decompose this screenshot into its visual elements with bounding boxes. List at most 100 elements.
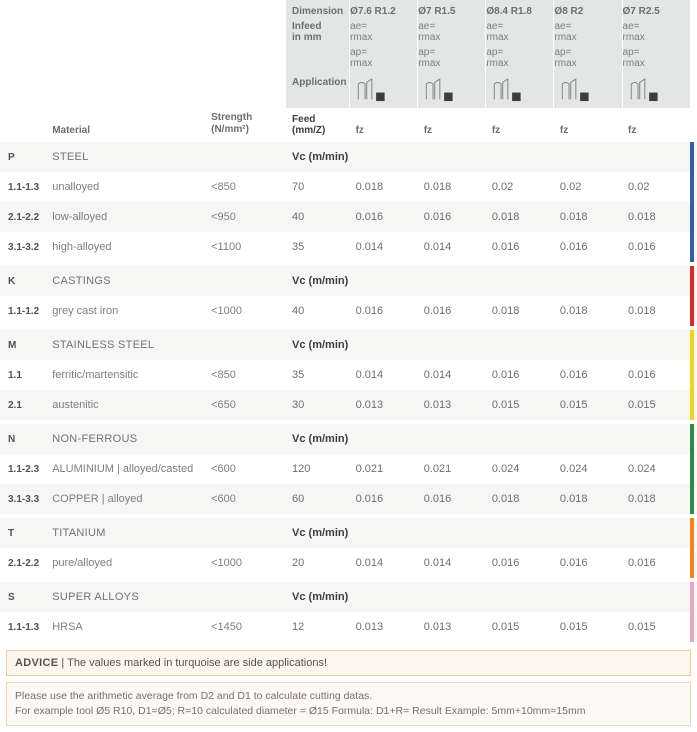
row-fz-3: 0.015 (554, 390, 622, 420)
advice-sep: | (58, 657, 67, 669)
row-fz-1: 0.021 (418, 454, 486, 484)
row-fz-1: 0.014 (418, 360, 486, 390)
row-strength: <950 (211, 202, 286, 232)
row-fz-0: 0.014 (350, 548, 418, 578)
row-material: pure/alloyed (52, 548, 211, 578)
row-vc: 20 (286, 548, 350, 578)
row-code: 1.1 (0, 360, 52, 390)
dimension-col-4: Ø7 R2.5 (622, 0, 690, 21)
row-code: 3.1-3.3 (0, 484, 52, 514)
row-code: 1.1-2.3 (0, 454, 52, 484)
vc-label: Vc (m/min) (286, 142, 350, 172)
footnote-line2: For example tool Ø5 R10, D1=Ø5; R=10 cal… (15, 705, 585, 717)
row-strength: <1000 (211, 296, 286, 326)
row-fz-2: 0.016 (486, 232, 554, 262)
row-strength: <850 (211, 360, 286, 390)
application-label: Application (286, 73, 350, 108)
application-icon (354, 77, 388, 103)
row-fz-0: 0.016 (350, 484, 418, 514)
fz-header-4: fz (622, 112, 690, 142)
row-material: ferritic/martensitic (52, 360, 211, 390)
row-code: 1.1-1.2 (0, 296, 52, 326)
data-row: 1.1-1.3HRSA<1450120.0130.0130.0150.0150.… (0, 612, 697, 642)
group-row-M: MSTAINLESS STEELVc (m/min) (0, 330, 697, 360)
row-fz-2: 0.015 (486, 390, 554, 420)
feed-header: Feed (mm/Z) (286, 112, 350, 142)
row-fz-2: 0.016 (486, 548, 554, 578)
infeed-label: Infeedin mm (286, 21, 350, 73)
advice-text: The values marked in turquoise are side … (67, 657, 327, 669)
ae-0: ae=rmax (350, 21, 418, 43)
row-fz-1: 0.016 (418, 296, 486, 326)
row-fz-3: 0.016 (554, 232, 622, 262)
data-row: 1.1-2.3ALUMINIUM | alloyed/casted<600120… (0, 454, 697, 484)
row-material: COPPER | alloyed (52, 484, 211, 514)
row-vc: 35 (286, 232, 350, 262)
cutting-data-sheet: DimensionØ7.6 R1.2Ø7 R1.5Ø8.4 R1.8Ø8 R2Ø… (0, 0, 697, 726)
row-fz-4: 0.02 (622, 172, 690, 202)
app-icon-2 (486, 73, 554, 108)
ae-3: ae=rmax (554, 21, 622, 43)
group-name: STAINLESS STEEL (52, 330, 211, 360)
row-fz-2: 0.018 (486, 202, 554, 232)
app-icon-1 (418, 73, 486, 108)
group-code: S (0, 582, 52, 612)
row-strength: <1100 (211, 232, 286, 262)
row-fz-0: 0.016 (350, 296, 418, 326)
row-fz-3: 0.024 (554, 454, 622, 484)
group-edge-P (690, 142, 697, 262)
row-strength: <1000 (211, 548, 286, 578)
group-code: K (0, 266, 52, 296)
row-code: 2.1 (0, 390, 52, 420)
app-icon-4 (622, 73, 690, 108)
group-edge-S (690, 582, 697, 642)
row-fz-3: 0.016 (554, 548, 622, 578)
row-fz-3: 0.016 (554, 360, 622, 390)
dimension-col-1: Ø7 R1.5 (418, 0, 486, 21)
row-material: low-alloyed (52, 202, 211, 232)
row-fz-4: 0.024 (622, 454, 690, 484)
row-fz-0: 0.021 (350, 454, 418, 484)
row-fz-3: 0.02 (554, 172, 622, 202)
row-material: HRSA (52, 612, 211, 642)
data-table: DimensionØ7.6 R1.2Ø7 R1.5Ø8.4 R1.8Ø8 R2Ø… (0, 0, 697, 646)
app-icon-0 (350, 73, 418, 108)
row-fz-0: 0.014 (350, 232, 418, 262)
group-edge-K (690, 266, 697, 326)
row-code: 1.1-1.3 (0, 172, 52, 202)
data-row: 2.1-2.2low-alloyed<950400.0160.0160.0180… (0, 202, 697, 232)
group-edge-M (690, 330, 697, 420)
row-fz-4: 0.018 (622, 202, 690, 232)
row-fz-4: 0.016 (622, 548, 690, 578)
row-material: grey cast iron (52, 296, 211, 326)
row-vc: 30 (286, 390, 350, 420)
row-fz-0: 0.013 (350, 390, 418, 420)
row-fz-1: 0.014 (418, 548, 486, 578)
row-strength: <850 (211, 172, 286, 202)
row-vc: 40 (286, 202, 350, 232)
group-code: N (0, 424, 52, 454)
group-row-P: PSTEELVc (m/min) (0, 142, 697, 172)
row-fz-2: 0.015 (486, 612, 554, 642)
fz-header-0: fz (350, 112, 418, 142)
data-row: 2.1-2.2pure/alloyed<1000200.0140.0140.01… (0, 548, 697, 578)
row-fz-1: 0.014 (418, 232, 486, 262)
row-fz-1: 0.013 (418, 390, 486, 420)
footnote-line1: Please use the arithmetic average from D… (15, 690, 372, 702)
row-fz-2: 0.024 (486, 454, 554, 484)
row-material: unalloyed (52, 172, 211, 202)
ap-0: ap=rmax (350, 43, 418, 73)
row-fz-4: 0.016 (622, 232, 690, 262)
row-code: 2.1-2.2 (0, 548, 52, 578)
row-fz-4: 0.018 (622, 296, 690, 326)
row-code: 2.1-2.2 (0, 202, 52, 232)
row-fz-3: 0.015 (554, 612, 622, 642)
row-strength: <600 (211, 454, 286, 484)
group-row-T: TTITANIUMVc (m/min) (0, 518, 697, 548)
group-code: P (0, 142, 52, 172)
row-strength: <1450 (211, 612, 286, 642)
material-header: Material (52, 112, 211, 142)
ap-2: ap=rmax (486, 43, 554, 73)
row-code: 1.1-1.3 (0, 612, 52, 642)
application-icon (627, 77, 661, 103)
